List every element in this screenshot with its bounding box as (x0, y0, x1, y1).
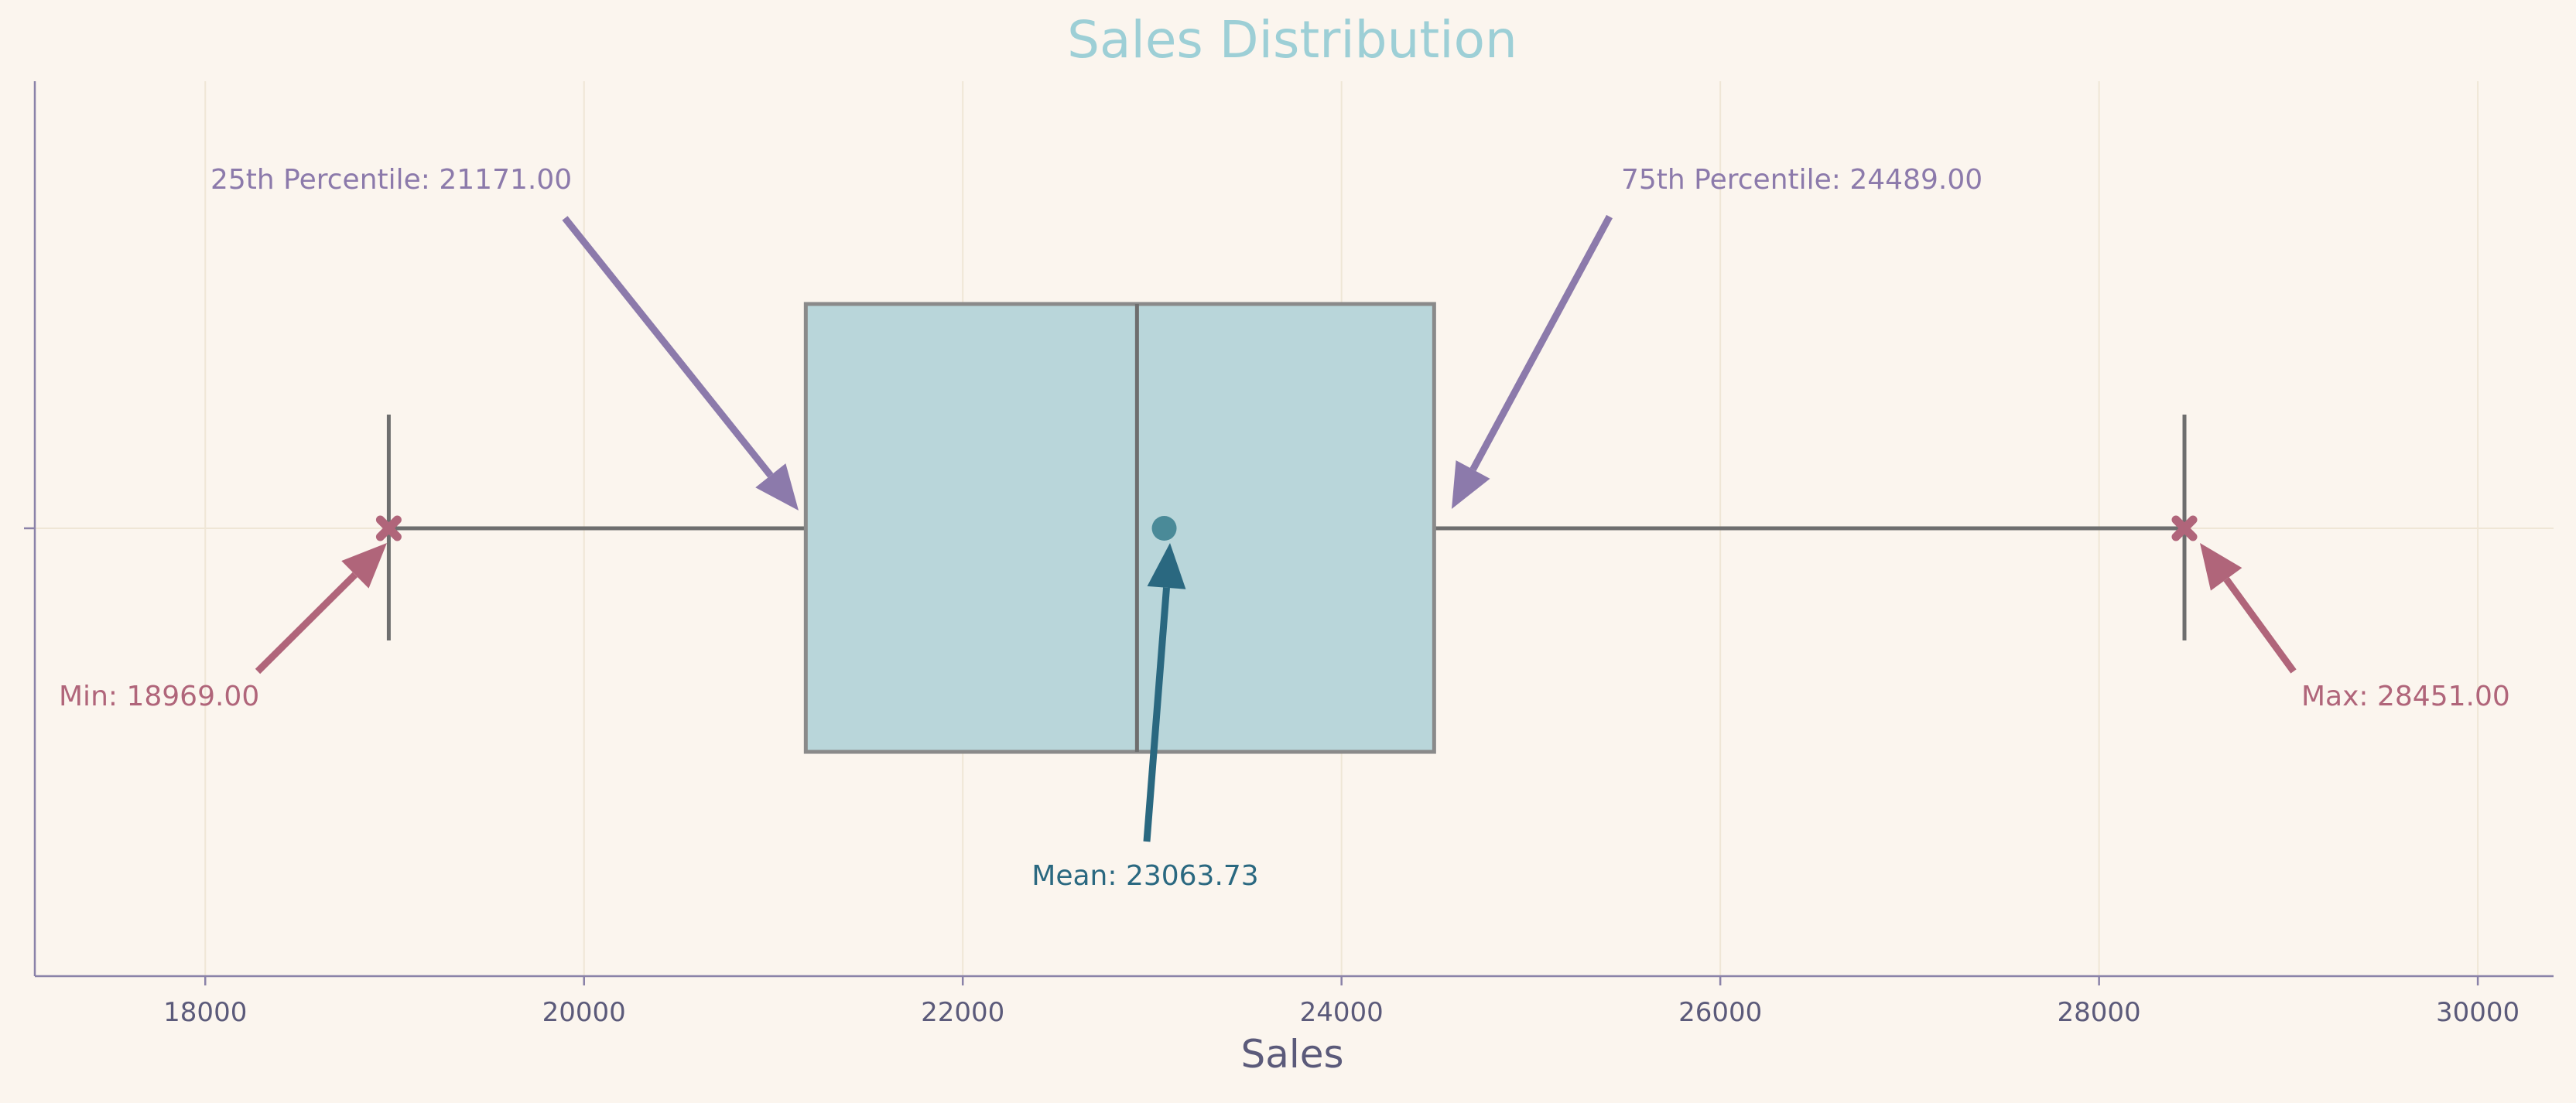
iqr-box (803, 302, 1436, 754)
x-tick-label: 28000 (2058, 997, 2141, 1028)
q1-annotation: 25th Percentile: 21171.00 (210, 164, 572, 196)
axes (24, 81, 2554, 978)
arrow-shaft (2223, 577, 2297, 674)
arrow-shaft (562, 216, 774, 478)
box-plot (375, 302, 2198, 754)
mean-arrow (1143, 543, 1186, 842)
q3-arrow (1452, 214, 1613, 509)
q1-arrow (562, 216, 799, 511)
max-marker (2171, 515, 2198, 541)
min-arrow (255, 543, 387, 674)
arrow-head (2200, 543, 2242, 591)
annotations (255, 214, 2297, 842)
arrow-head (1147, 543, 1186, 589)
x-tick-label: 18000 (163, 997, 247, 1028)
max-annotation: Max: 28451.00 (2301, 681, 2510, 712)
mean-annotation: Mean: 23063.73 (1031, 860, 1258, 892)
chart-title: Sales Distribution (1067, 10, 1517, 70)
q3-annotation: 75th Percentile: 24489.00 (1621, 164, 1982, 196)
arrow-head (1452, 460, 1490, 509)
x-tick-label: 30000 (2436, 997, 2520, 1028)
x-tick-label: 20000 (542, 997, 626, 1028)
x-tick-label: 22000 (921, 997, 1004, 1028)
marker-stroke (2171, 515, 2198, 541)
x-tick-label: 24000 (1300, 997, 1384, 1028)
min-marker (375, 515, 402, 541)
x-axis-label: Sales (1240, 1032, 1343, 1077)
min-annotation: Min: 18969.00 (59, 681, 259, 712)
arrow-shaft (1469, 214, 1613, 472)
arrow-shaft (255, 572, 358, 674)
x-axis-ticks: 18000 20000 22000 24000 26000 28000 30000 (163, 976, 2520, 1028)
max-arrow (2200, 543, 2297, 674)
mean-marker (1151, 516, 1177, 541)
x-tick-label: 26000 (1678, 997, 1762, 1028)
marker-stroke (375, 515, 402, 541)
arrow-head (755, 463, 799, 511)
arrow-head (341, 543, 387, 589)
arrow-shaft (1143, 587, 1170, 842)
